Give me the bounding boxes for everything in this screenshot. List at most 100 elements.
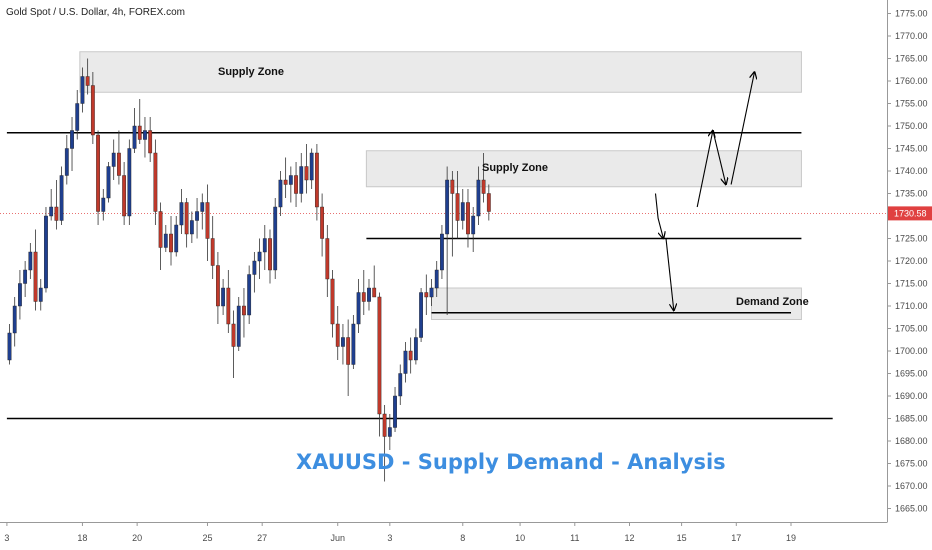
price-tick-label: 1735.00 (895, 189, 928, 199)
supply-zone-label-middle: Supply Zone (482, 162, 548, 174)
time-tick-label: 20 (132, 533, 142, 543)
candle-body (7, 332, 12, 361)
candle-body (148, 130, 153, 154)
candle-body (325, 238, 330, 280)
price-tick-label: 1775.00 (895, 9, 928, 19)
candle-body (242, 305, 246, 316)
candle-body (440, 233, 444, 271)
candle-body (268, 238, 272, 271)
candle-body (486, 193, 491, 212)
candle-body (210, 238, 215, 266)
time-tick-label: Jun (330, 533, 345, 543)
candle-body (127, 148, 132, 217)
price-tick-label: 1680.00 (895, 436, 928, 446)
candle-body (476, 179, 481, 217)
candle-body (59, 175, 64, 221)
candle-body (169, 233, 173, 253)
candle-body (434, 269, 439, 289)
candle-body (195, 211, 199, 221)
analysis-title: XAUUSD - Supply Demand - Analysis (296, 450, 726, 474)
candle-body (200, 202, 205, 212)
candle-body (346, 337, 351, 365)
candle-body (356, 292, 361, 325)
candle-body (132, 125, 137, 149)
arrows-layer (654, 72, 755, 311)
price-tick-label: 1695.00 (895, 369, 928, 379)
candle-body (445, 179, 450, 235)
candle-body (398, 373, 403, 397)
zone-rect-3 (431, 287, 802, 320)
current-price-label: 1730.58 (894, 208, 927, 218)
candle-body (205, 202, 210, 239)
time-tick-label: 17 (731, 533, 741, 543)
candle-body (231, 323, 236, 347)
time-tick-label: 27 (257, 533, 267, 543)
candle-body (382, 413, 387, 437)
candle-body (466, 202, 470, 235)
candle-body (106, 166, 111, 199)
candle-body (341, 337, 345, 347)
candle-body (153, 152, 158, 212)
time-tick-label: 15 (677, 533, 687, 543)
candle-body (174, 224, 179, 253)
candle-body (252, 260, 257, 275)
candle-body (257, 251, 262, 262)
candle-body (288, 175, 293, 185)
candle-body (330, 278, 335, 325)
candle-body (236, 305, 241, 347)
candle-body (320, 206, 324, 239)
candle-body (189, 220, 194, 235)
price-tick-label: 1675.00 (895, 459, 928, 469)
candle-body (80, 76, 85, 104)
candle-body (377, 296, 382, 415)
candle-body (419, 292, 423, 338)
price-tick-label: 1710.00 (895, 301, 928, 311)
price-tick-label: 1740.00 (895, 166, 928, 176)
candle-body (33, 251, 38, 302)
price-axis-background (887, 0, 932, 550)
candle-body (393, 395, 397, 428)
price-tick-label: 1705.00 (895, 324, 928, 334)
candle-body (96, 134, 100, 212)
candle-body (111, 152, 116, 167)
time-tick-label: 18 (77, 533, 87, 543)
candle-body (101, 197, 106, 212)
candle-body (44, 215, 48, 289)
candle-body (163, 233, 168, 248)
candle-body (450, 179, 455, 194)
price-tick-label: 1700.00 (895, 346, 928, 356)
projection-arrow-1 (654, 193, 664, 239)
candle-body (460, 202, 465, 221)
time-tick-label: 8 (460, 533, 465, 543)
candle-body (372, 287, 377, 298)
candle-body (137, 125, 142, 140)
candle-body (64, 148, 69, 176)
price-tick-label: 1725.00 (895, 234, 928, 244)
demand-zone-label: Demand Zone (736, 296, 809, 308)
price-tick-label: 1720.00 (895, 256, 928, 266)
price-tick-label: 1670.00 (895, 481, 928, 491)
candle-body (351, 323, 356, 365)
candle-body (23, 269, 28, 284)
price-tick-label: 1755.00 (895, 99, 928, 109)
candle-body (387, 427, 392, 437)
candle-body (408, 350, 413, 361)
candle-body (179, 202, 184, 226)
candle-body (143, 130, 147, 140)
time-tick-label: 3 (387, 533, 392, 543)
candle-body (309, 152, 314, 181)
candle-body (38, 287, 43, 302)
candle-body (367, 287, 371, 302)
projection-arrow-5 (730, 72, 754, 185)
candle-body (481, 179, 486, 194)
candle-body (122, 175, 127, 217)
time-tick-label: 19 (786, 533, 796, 543)
candle-body (158, 211, 163, 248)
candle-body (294, 175, 298, 194)
candle-body (54, 206, 59, 221)
candle-body (221, 287, 226, 307)
price-tick-label: 1745.00 (895, 144, 928, 154)
candle-body (413, 337, 418, 361)
